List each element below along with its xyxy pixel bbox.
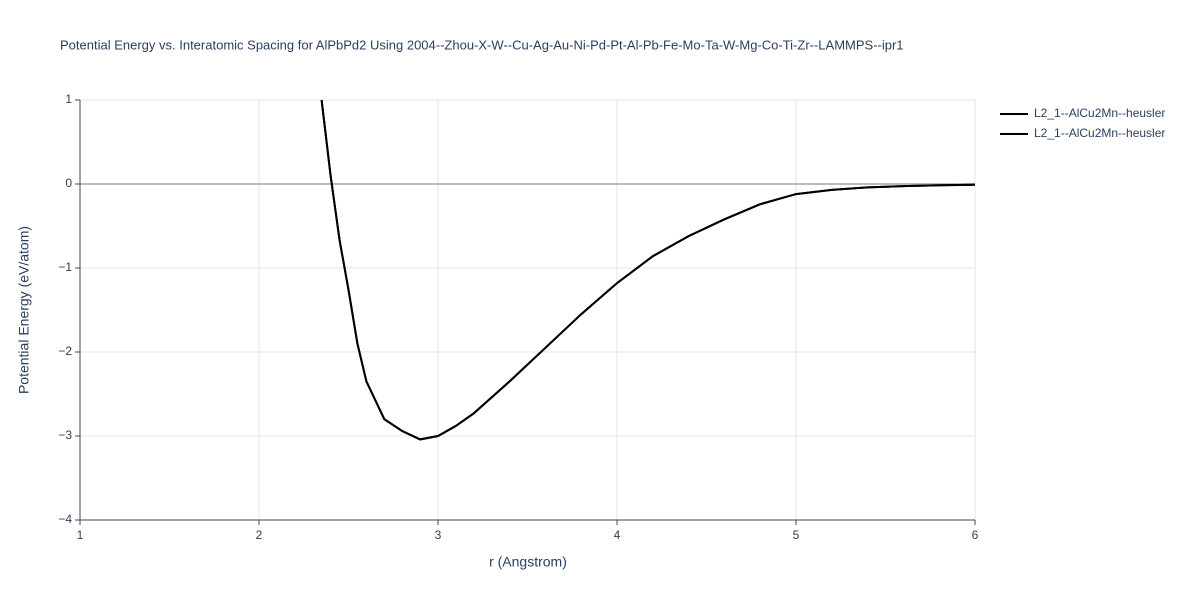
legend-label: L2_1--AlCu2Mn--heusler [1034, 126, 1165, 140]
y-axis-title: Potential Energy (eV/atom) [16, 226, 32, 394]
y-tick-label: −2 [58, 344, 72, 358]
x-axis-title: r (Angstrom) [489, 554, 567, 570]
x-tick-label: 2 [256, 528, 263, 542]
x-tick-label: 3 [435, 528, 442, 542]
legend-label: L2_1--AlCu2Mn--heusler [1034, 106, 1165, 120]
y-tick-label: 0 [65, 176, 72, 190]
x-tick-label: 4 [614, 528, 621, 542]
y-tick-label: −1 [58, 260, 72, 274]
y-tick-label: −3 [58, 428, 72, 442]
y-tick-label: −4 [58, 512, 72, 526]
line-series [320, 99, 975, 441]
x-tick-label: 5 [793, 528, 800, 542]
x-tick-label: 1 [77, 528, 84, 542]
x-tick-label: 6 [972, 528, 979, 542]
y-tick-label: 1 [65, 92, 72, 106]
chart-title: Potential Energy vs. Interatomic Spacing… [60, 37, 904, 52]
